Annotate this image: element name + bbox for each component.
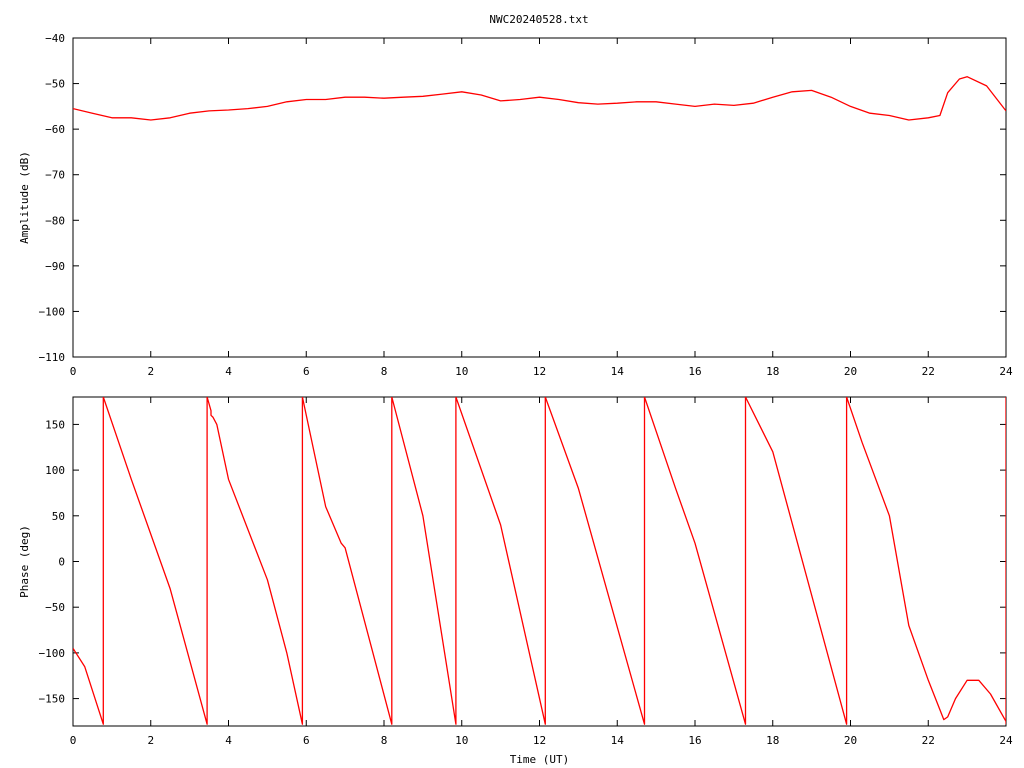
phase-y-tick-label: −100 (39, 647, 66, 660)
phase-y-tick-label: 100 (45, 464, 65, 477)
amplitude-x-tick-label: 12 (533, 365, 546, 378)
phase-plot-frame (72, 396, 1007, 727)
phase-y-axis-label: Phase (deg) (18, 525, 31, 598)
amplitude-x-tick-label: 6 (303, 365, 310, 378)
amplitude-x-tick-label: 2 (147, 365, 154, 378)
amplitude-y-tick-label: −50 (45, 78, 65, 91)
phase-x-tick-label: 20 (844, 734, 857, 747)
phase-x-tick-label: 0 (70, 734, 77, 747)
phase-series-line (73, 397, 1006, 725)
amplitude-y-tick-label: −60 (45, 123, 65, 136)
phase-chart: 0 2 4 6 8 10 12 14 16 18 20 22 24−150−100−5005010015… (18, 396, 1013, 766)
chart-title: NWC20240528.txt (489, 13, 588, 26)
amplitude-x-tick-label: 24 (999, 365, 1013, 378)
phase-x-tick-label: 10 (455, 734, 468, 747)
amplitude-y-tick-label: −110 (39, 351, 66, 364)
amplitude-x-tick-label: 10 (455, 365, 468, 378)
amplitude-x-tick-label: 16 (688, 365, 701, 378)
phase-x-tick-label: 2 (147, 734, 154, 747)
amplitude-series-line (73, 76, 1006, 121)
amplitude-x-tick-label: 8 (381, 365, 388, 378)
phase-y-tick-label: 0 (58, 556, 65, 569)
amplitude-y-tick-label: −70 (45, 169, 65, 182)
amplitude-x-tick-label: 0 (70, 365, 77, 378)
phase-x-tick-label: 4 (225, 734, 232, 747)
phase-y-tick-label: 150 (45, 418, 65, 431)
phase-x-tick-label: 8 (381, 734, 388, 747)
phase-y-tick-label: −150 (39, 693, 66, 706)
phase-x-tick-label: 12 (533, 734, 546, 747)
phase-x-tick-label: 16 (688, 734, 701, 747)
amplitude-y-tick-label: −40 (45, 32, 65, 45)
amplitude-x-tick-label: 20 (844, 365, 857, 378)
phase-x-tick-label: 24 (999, 734, 1013, 747)
phase-x-tick-label: 6 (303, 734, 310, 747)
phase-x-tick-label: 14 (611, 734, 625, 747)
amplitude-y-tick-label: −80 (45, 214, 65, 227)
amplitude-x-tick-label: 18 (766, 365, 779, 378)
phase-x-tick-label: 22 (922, 734, 935, 747)
amplitude-x-tick-label: 22 (922, 365, 935, 378)
amplitude-chart: 0 2 4 6 8 10 12 14 16 18 20 22 24−110−100−90−80−70−6… (18, 32, 1013, 378)
phase-x-tick-label: 18 (766, 734, 779, 747)
amplitude-y-tick-label: −90 (45, 260, 65, 273)
phase-y-tick-label: 50 (52, 510, 65, 523)
amplitude-y-axis-label: Amplitude (dB) (18, 151, 31, 244)
amplitude-x-tick-label: 4 (225, 365, 232, 378)
amplitude-x-tick-label: 14 (611, 365, 625, 378)
amplitude-plot-frame (72, 37, 1007, 358)
phase-y-tick-label: −50 (45, 601, 65, 614)
phase-x-axis-label: Time (UT) (510, 753, 570, 766)
amplitude-y-tick-label: −100 (39, 305, 66, 318)
